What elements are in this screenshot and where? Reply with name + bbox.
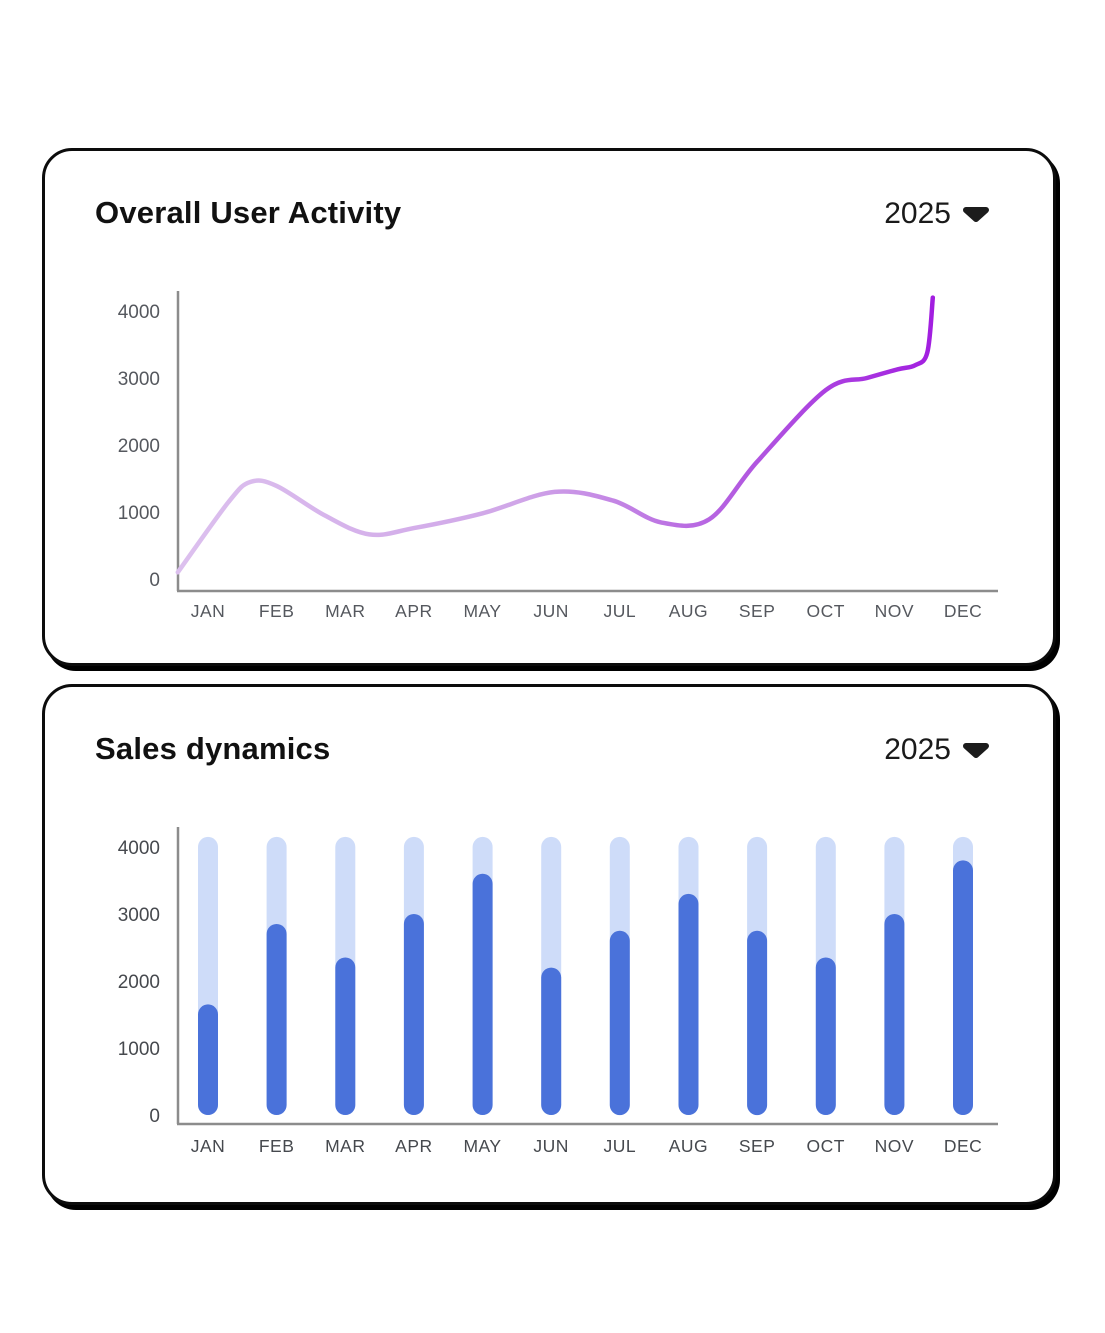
x-tick-label: DEC bbox=[944, 601, 982, 621]
x-tick-label: JAN bbox=[191, 1136, 226, 1156]
activity-line bbox=[175, 295, 936, 575]
bar-value bbox=[747, 930, 768, 1116]
bar-value bbox=[678, 893, 699, 1115]
card-title: Sales dynamics bbox=[95, 731, 331, 766]
x-tick-label: APR bbox=[395, 601, 432, 621]
x-tick-label: NOV bbox=[875, 601, 914, 621]
x-tick-label: FEB bbox=[259, 1136, 295, 1156]
bar-value bbox=[266, 924, 287, 1115]
y-tick-label: 4000 bbox=[118, 838, 160, 859]
year-label: 2025 bbox=[884, 197, 951, 230]
x-tick-label: JAN bbox=[191, 601, 226, 621]
chevron-down-icon bbox=[963, 742, 989, 758]
y-tick-label: 3000 bbox=[118, 369, 160, 390]
year-dropdown[interactable]: 2025 bbox=[884, 197, 991, 231]
year-dropdown[interactable]: 2025 bbox=[884, 733, 991, 767]
bar-value bbox=[609, 930, 630, 1116]
bar-value bbox=[198, 1004, 218, 1115]
x-tick-label: FEB bbox=[259, 601, 295, 621]
x-tick-label: AUG bbox=[669, 601, 708, 621]
year-label: 2025 bbox=[884, 733, 951, 766]
x-tick-label: JUL bbox=[604, 601, 637, 621]
bar-value bbox=[403, 914, 424, 1115]
card-title: Overall User Activity bbox=[95, 195, 402, 230]
x-tick-label: APR bbox=[395, 1136, 432, 1156]
y-tick-label: 0 bbox=[149, 1106, 160, 1127]
bar-value bbox=[884, 914, 905, 1115]
y-tick-label: 1000 bbox=[118, 503, 160, 524]
bar-value bbox=[335, 957, 356, 1115]
bar-value bbox=[541, 967, 562, 1115]
y-tick-label: 3000 bbox=[118, 905, 160, 926]
x-tick-label: MAY bbox=[463, 601, 501, 621]
x-tick-label: DEC bbox=[944, 1136, 982, 1156]
x-tick-label: OCT bbox=[807, 601, 845, 621]
x-tick-label: OCT bbox=[807, 1136, 845, 1156]
x-tick-label: JUN bbox=[533, 1136, 569, 1156]
y-tick-label: 0 bbox=[149, 570, 160, 591]
x-tick-label: JUL bbox=[604, 1136, 637, 1156]
x-tick-label: SEP bbox=[739, 1136, 776, 1156]
y-tick-label: 1000 bbox=[118, 1039, 160, 1060]
line-chart: 0 1000 2000 3000 4000 JAN FEB MAR APR MAY JUN JUL AU… bbox=[118, 291, 998, 621]
x-tick-label: MAR bbox=[325, 1136, 365, 1156]
chevron-down-icon bbox=[963, 206, 989, 222]
sales-dynamics-card: 0 1000 2000 3000 4000 JAN FEB MAR APR MAY JUN JUL AU… bbox=[42, 684, 1056, 1205]
bar-value bbox=[472, 873, 493, 1115]
bar-value bbox=[815, 957, 836, 1115]
user-activity-card: 0 1000 2000 3000 4000 JAN FEB MAR APR MAY JUN JUL AU… bbox=[42, 148, 1056, 666]
bar-chart: 0 1000 2000 3000 4000 JAN FEB MAR APR MAY JUN JUL AU… bbox=[118, 827, 998, 1156]
y-tick-label: 2000 bbox=[118, 972, 160, 993]
bar-value bbox=[953, 860, 973, 1115]
x-tick-label: JUN bbox=[533, 601, 569, 621]
x-tick-label: NOV bbox=[875, 1136, 914, 1156]
y-tick-label: 2000 bbox=[118, 436, 160, 457]
x-tick-label: AUG bbox=[669, 1136, 708, 1156]
x-tick-label: MAR bbox=[325, 601, 365, 621]
x-tick-label: MAY bbox=[463, 1136, 501, 1156]
y-tick-label: 4000 bbox=[118, 302, 160, 323]
x-tick-label: SEP bbox=[739, 601, 776, 621]
